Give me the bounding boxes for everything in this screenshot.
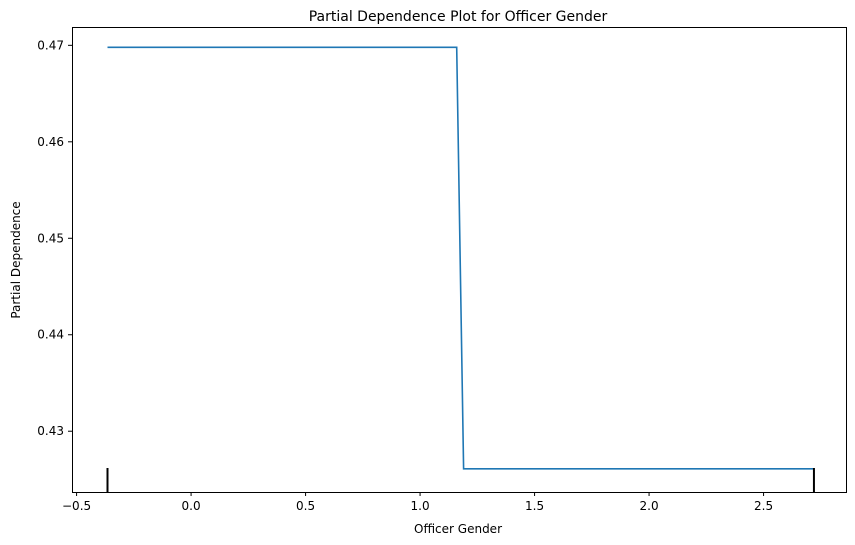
y-tick-label: 0.47: [37, 38, 64, 52]
x-tick-label: 0.0: [182, 499, 201, 513]
y-axis-label: Partial Dependence: [9, 201, 23, 318]
y-tick-label: 0.46: [37, 135, 64, 149]
x-tick-label: 2.0: [640, 499, 659, 513]
y-tick-label: 0.44: [37, 328, 64, 342]
pd-line-series-0: [107, 46, 814, 470]
x-tick-label: 1.0: [411, 499, 430, 513]
y-tick-label: 0.45: [37, 231, 64, 245]
x-tick-label: −0.5: [62, 499, 91, 513]
y-tick-label: 0.43: [37, 424, 64, 438]
chart-title: Partial Dependence Plot for Officer Gend…: [309, 9, 608, 25]
plot-frame: [72, 27, 847, 493]
x-tick-label: 2.5: [754, 499, 773, 513]
x-tick-label: 1.5: [525, 499, 544, 513]
x-axis-label: Officer Gender: [414, 522, 502, 536]
x-tick-label: 0.5: [296, 499, 315, 513]
